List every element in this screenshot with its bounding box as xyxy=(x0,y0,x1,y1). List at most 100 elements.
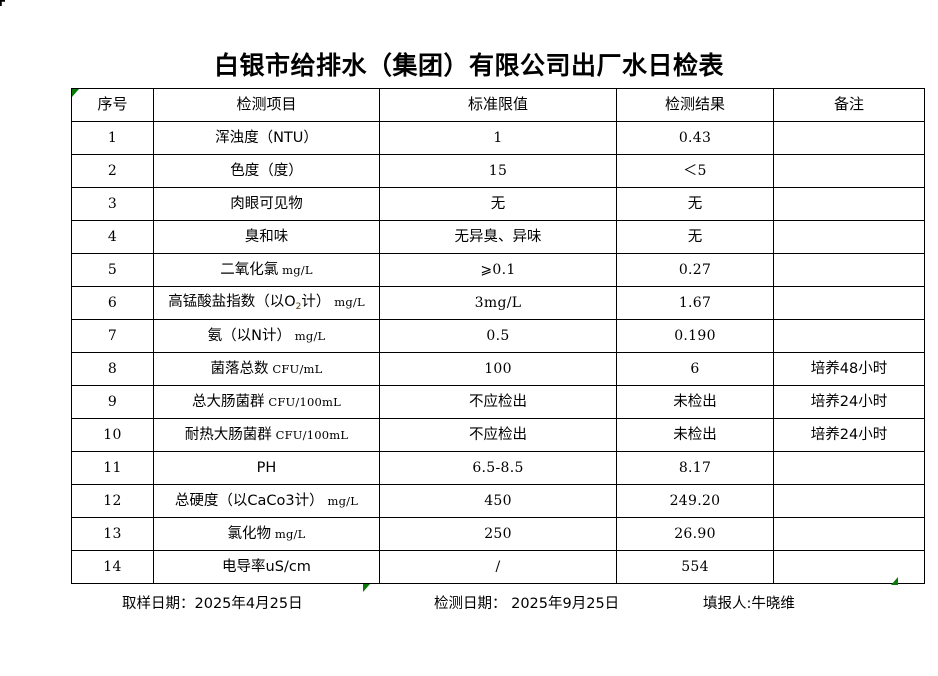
cell-standard-limit: 不应检出 xyxy=(379,418,617,452)
test-item-name: PH xyxy=(256,459,277,476)
test-item-name: 色度（度） xyxy=(230,162,303,179)
cell-test-result: 0.27 xyxy=(616,253,774,287)
test-item-name: 氨（以N计） xyxy=(207,327,291,344)
reporter-label: 填报人:牛晓维 xyxy=(703,596,795,612)
sample-date-label: 取样日期：2025年4月25日 xyxy=(122,596,303,612)
cell-test-item: 耐热大肠菌群 CFU/100mL xyxy=(153,418,380,452)
cell-marker-green-bottom-left xyxy=(363,584,370,592)
table-row: 4 臭和味 无异臭、异味无 xyxy=(71,220,925,254)
water-quality-table: 序号 检测项目 标准限值 检测结果 备注 1 浑浊度（NTU） 1 0.43 2 色度（度） 15 ＜5… xyxy=(71,88,925,584)
cell-standard-limit: 不应检出 xyxy=(379,385,617,419)
test-item-unit: mg/L xyxy=(278,262,313,277)
cell-remark xyxy=(773,220,925,254)
cell-test-item: 臭和味 xyxy=(153,220,380,254)
cell-remark xyxy=(773,451,925,485)
cell-standard-limit: 无异臭、异味 xyxy=(379,220,617,254)
test-item-name: 电导率uS/cm xyxy=(222,558,311,575)
column-header-1: 序号 xyxy=(71,88,154,122)
cell-standard-limit: 无 xyxy=(379,187,617,221)
test-item-name: 总大肠菌群 xyxy=(192,393,265,410)
table-row: 7 氨（以N计） mg/L 0.5 0.190 xyxy=(71,319,925,353)
cell-index: 1 xyxy=(71,121,154,155)
cell-test-item: 浑浊度（NTU） xyxy=(153,121,380,155)
cell-test-item: 二氧化氯 mg/L xyxy=(153,253,380,287)
cell-test-result: 554 xyxy=(616,550,774,584)
cell-test-item: 总硬度（以CaCo3计） mg/L xyxy=(153,484,380,518)
cell-remark xyxy=(773,517,925,551)
cell-test-item: PH xyxy=(153,451,380,485)
cell-standard-limit: ⩾0.1 xyxy=(379,253,617,287)
test-item-name: 浑浊度（NTU） xyxy=(215,129,318,146)
cell-standard-limit: 1 xyxy=(379,121,617,155)
test-item-name: 高锰酸盐指数（以O2计） xyxy=(168,293,331,312)
cell-remark xyxy=(773,121,925,155)
test-date-label: 检测日期： 2025年9月25日 xyxy=(434,596,620,612)
table-row: 10 耐热大肠菌群 CFU/100mL 不应检出 未检出 培养24小时 xyxy=(71,418,925,452)
cell-index: 7 xyxy=(71,319,154,353)
cell-index: 11 xyxy=(71,451,154,485)
test-item-unit: mg/L xyxy=(330,294,365,309)
table-row: 13 氯化物 mg/L 250 26.90 xyxy=(71,517,925,551)
table-row: 3 肉眼可见物 无无 xyxy=(71,187,925,221)
cell-index: 13 xyxy=(71,517,154,551)
cell-standard-limit: 3mg/L xyxy=(379,286,617,320)
table-row: 14 电导率uS/cm /554 xyxy=(71,550,925,584)
cell-test-item: 电导率uS/cm xyxy=(153,550,380,584)
column-header-3: 标准限值 xyxy=(379,88,617,122)
cell-standard-limit: 450 xyxy=(379,484,617,518)
test-item-unit: mg/L xyxy=(290,328,326,343)
cell-test-item: 菌落总数 CFU/mL xyxy=(153,352,380,386)
cell-standard-limit: 0.5 xyxy=(379,319,617,353)
test-item-name: 耐热大肠菌群 xyxy=(184,426,272,443)
cell-index: 9 xyxy=(71,385,154,419)
cell-index: 3 xyxy=(71,187,154,221)
test-item-name: 二氧化氯 xyxy=(220,261,279,278)
test-item-unit: CFU/100mL xyxy=(271,427,349,442)
cell-test-result: 未检出 xyxy=(616,385,774,419)
cell-test-result: 8.17 xyxy=(616,451,774,485)
test-item-unit: CFU/mL xyxy=(268,361,323,376)
table-row: 12 总硬度（以CaCo3计） mg/L 450 249.20 xyxy=(71,484,925,518)
cell-remark: 培养48小时 xyxy=(773,352,925,386)
cell-test-item: 色度（度） xyxy=(153,154,380,188)
cell-remark: 培养24小时 xyxy=(773,418,925,452)
cell-index: 4 xyxy=(71,220,154,254)
table-row: 2 色度（度） 15 ＜5 xyxy=(71,154,925,188)
table-row: 11 PH 6.5-8.5 8.17 xyxy=(71,451,925,485)
report-table-container: 序号 检测项目 标准限值 检测结果 备注 1 浑浊度（NTU） 1 0.43 2 色度（度） 15 ＜5… xyxy=(71,88,925,584)
column-header-5: 备注 xyxy=(773,88,925,122)
cell-remark xyxy=(773,187,925,221)
cell-test-result: 无 xyxy=(616,220,774,254)
cell-test-result: 26.90 xyxy=(616,517,774,551)
cell-index: 10 xyxy=(71,418,154,452)
cell-test-result: 249.20 xyxy=(616,484,774,518)
page-corner-artifact xyxy=(0,0,5,6)
cell-test-result: 未检出 xyxy=(616,418,774,452)
cell-test-item: 总大肠菌群 CFU/100mL xyxy=(153,385,380,419)
cell-test-result: 0.190 xyxy=(616,319,774,353)
cell-test-item: 氯化物 mg/L xyxy=(153,517,380,551)
test-item-unit: CFU/100mL xyxy=(264,394,341,409)
test-item-name: 菌落总数 xyxy=(210,360,269,377)
column-header-2: 检测项目 xyxy=(153,88,380,122)
cell-remark xyxy=(773,484,925,518)
cell-test-result: ＜5 xyxy=(616,154,774,188)
column-header-4: 检测结果 xyxy=(616,88,774,122)
cell-test-result: 无 xyxy=(616,187,774,221)
cell-index: 5 xyxy=(71,253,154,287)
table-row: 8 菌落总数 CFU/mL 100 6 培养48小时 xyxy=(71,352,925,386)
cell-remark xyxy=(773,253,925,287)
cell-test-item: 肉眼可见物 xyxy=(153,187,380,221)
table-row: 5 二氧化氯 mg/L ⩾0.1 0.27 xyxy=(71,253,925,287)
cell-standard-limit: 15 xyxy=(379,154,617,188)
cell-test-result: 1.67 xyxy=(616,286,774,320)
cell-remark xyxy=(773,286,925,320)
test-item-unit: mg/L xyxy=(323,493,359,508)
cell-standard-limit: / xyxy=(379,550,617,584)
table-row: 9 总大肠菌群 CFU/100mL 不应检出 未检出 培养24小时 xyxy=(71,385,925,419)
cell-standard-limit: 250 xyxy=(379,517,617,551)
cell-index: 6 xyxy=(71,286,154,320)
cell-test-result: 6 xyxy=(616,352,774,386)
test-item-unit: mg/L xyxy=(271,526,306,541)
test-item-name: 氯化物 xyxy=(227,525,272,542)
